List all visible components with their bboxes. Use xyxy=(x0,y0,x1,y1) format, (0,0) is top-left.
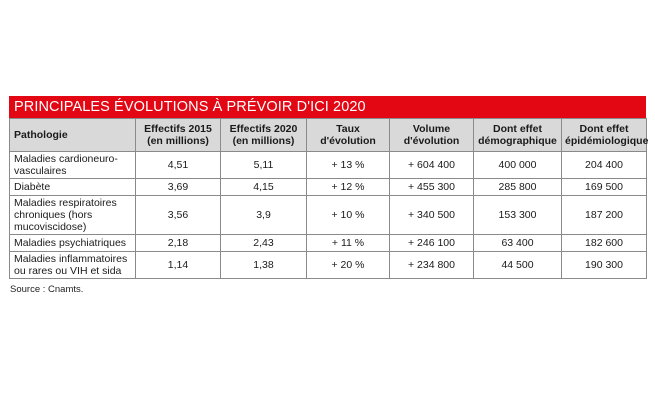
header-effectifs-2020: Effectifs 2020 (en millions) xyxy=(220,118,307,152)
header-row: Pathologie Effectifs 2015 (en millions) … xyxy=(9,118,648,152)
cell-effet-epidemiologique: 169 500 xyxy=(561,178,647,196)
header-effet-epidemiologique: Dont effet épidémiologique xyxy=(561,118,648,152)
table-title: PRINCIPALES ÉVOLUTIONS À PRÉVOIR D'ICI 2… xyxy=(9,96,646,118)
cell-effet-demographique: 63 400 xyxy=(473,234,562,252)
cell-volume: + 234 800 xyxy=(389,251,474,279)
cell-pathologie: Maladies inflammatoires ou rares ou VIH … xyxy=(9,251,136,279)
cell-effectifs-2015: 2,18 xyxy=(135,234,221,252)
cell-effectifs-2020: 1,38 xyxy=(220,251,307,279)
cell-effectifs-2020: 3,9 xyxy=(220,195,307,235)
header-effet-demographique: Dont effet démographique xyxy=(473,118,562,152)
cell-volume: + 604 400 xyxy=(389,151,474,179)
header-pathologie: Pathologie xyxy=(9,118,136,152)
table-row: Diabète 3,69 4,15 + 12 % + 455 300 285 8… xyxy=(9,178,647,196)
cell-effet-epidemiologique: 204 400 xyxy=(561,151,647,179)
header-volume-evolution: Volume d'évolution xyxy=(389,118,474,152)
cell-pathologie: Maladies respiratoires chroniques (hors … xyxy=(9,195,136,235)
cell-effectifs-2020: 2,43 xyxy=(220,234,307,252)
table-row: Maladies inflammatoires ou rares ou VIH … xyxy=(9,251,647,279)
cell-taux: + 11 % xyxy=(306,234,390,252)
cell-effet-demographique: 153 300 xyxy=(473,195,562,235)
table-figure: PRINCIPALES ÉVOLUTIONS À PRÉVOIR D'ICI 2… xyxy=(9,96,648,295)
cell-pathologie: Maladies psychiatriques xyxy=(9,234,136,252)
cell-volume: + 455 300 xyxy=(389,178,474,196)
cell-effectifs-2015: 3,69 xyxy=(135,178,221,196)
cell-effectifs-2015: 4,51 xyxy=(135,151,221,179)
cell-taux: + 10 % xyxy=(306,195,390,235)
cell-volume: + 340 500 xyxy=(389,195,474,235)
cell-effet-epidemiologique: 190 300 xyxy=(561,251,647,279)
cell-effet-demographique: 44 500 xyxy=(473,251,562,279)
source-note: Source : Cnamts. xyxy=(10,284,84,295)
data-table: Pathologie Effectifs 2015 (en millions) … xyxy=(9,118,648,279)
header-taux-evolution: Taux d'évolution xyxy=(306,118,390,152)
cell-taux: + 20 % xyxy=(306,251,390,279)
cell-effectifs-2015: 3,56 xyxy=(135,195,221,235)
table-row: Maladies respiratoires chroniques (hors … xyxy=(9,195,647,235)
cell-effectifs-2015: 1,14 xyxy=(135,251,221,279)
cell-taux: + 13 % xyxy=(306,151,390,179)
cell-pathologie: Diabète xyxy=(9,178,136,196)
cell-effectifs-2020: 5,11 xyxy=(220,151,307,179)
cell-pathologie: Maladies cardioneuro-vasculaires xyxy=(9,151,136,179)
cell-effet-epidemiologique: 182 600 xyxy=(561,234,647,252)
cell-effet-demographique: 400 000 xyxy=(473,151,562,179)
cell-taux: + 12 % xyxy=(306,178,390,196)
cell-volume: + 246 100 xyxy=(389,234,474,252)
cell-effet-epidemiologique: 187 200 xyxy=(561,195,647,235)
cell-effet-demographique: 285 800 xyxy=(473,178,562,196)
header-effectifs-2015: Effectifs 2015 (en millions) xyxy=(135,118,221,152)
table-row: Maladies cardioneuro-vasculaires 4,51 5,… xyxy=(9,151,647,179)
cell-effectifs-2020: 4,15 xyxy=(220,178,307,196)
table-row: Maladies psychiatriques 2,18 2,43 + 11 %… xyxy=(9,234,647,252)
